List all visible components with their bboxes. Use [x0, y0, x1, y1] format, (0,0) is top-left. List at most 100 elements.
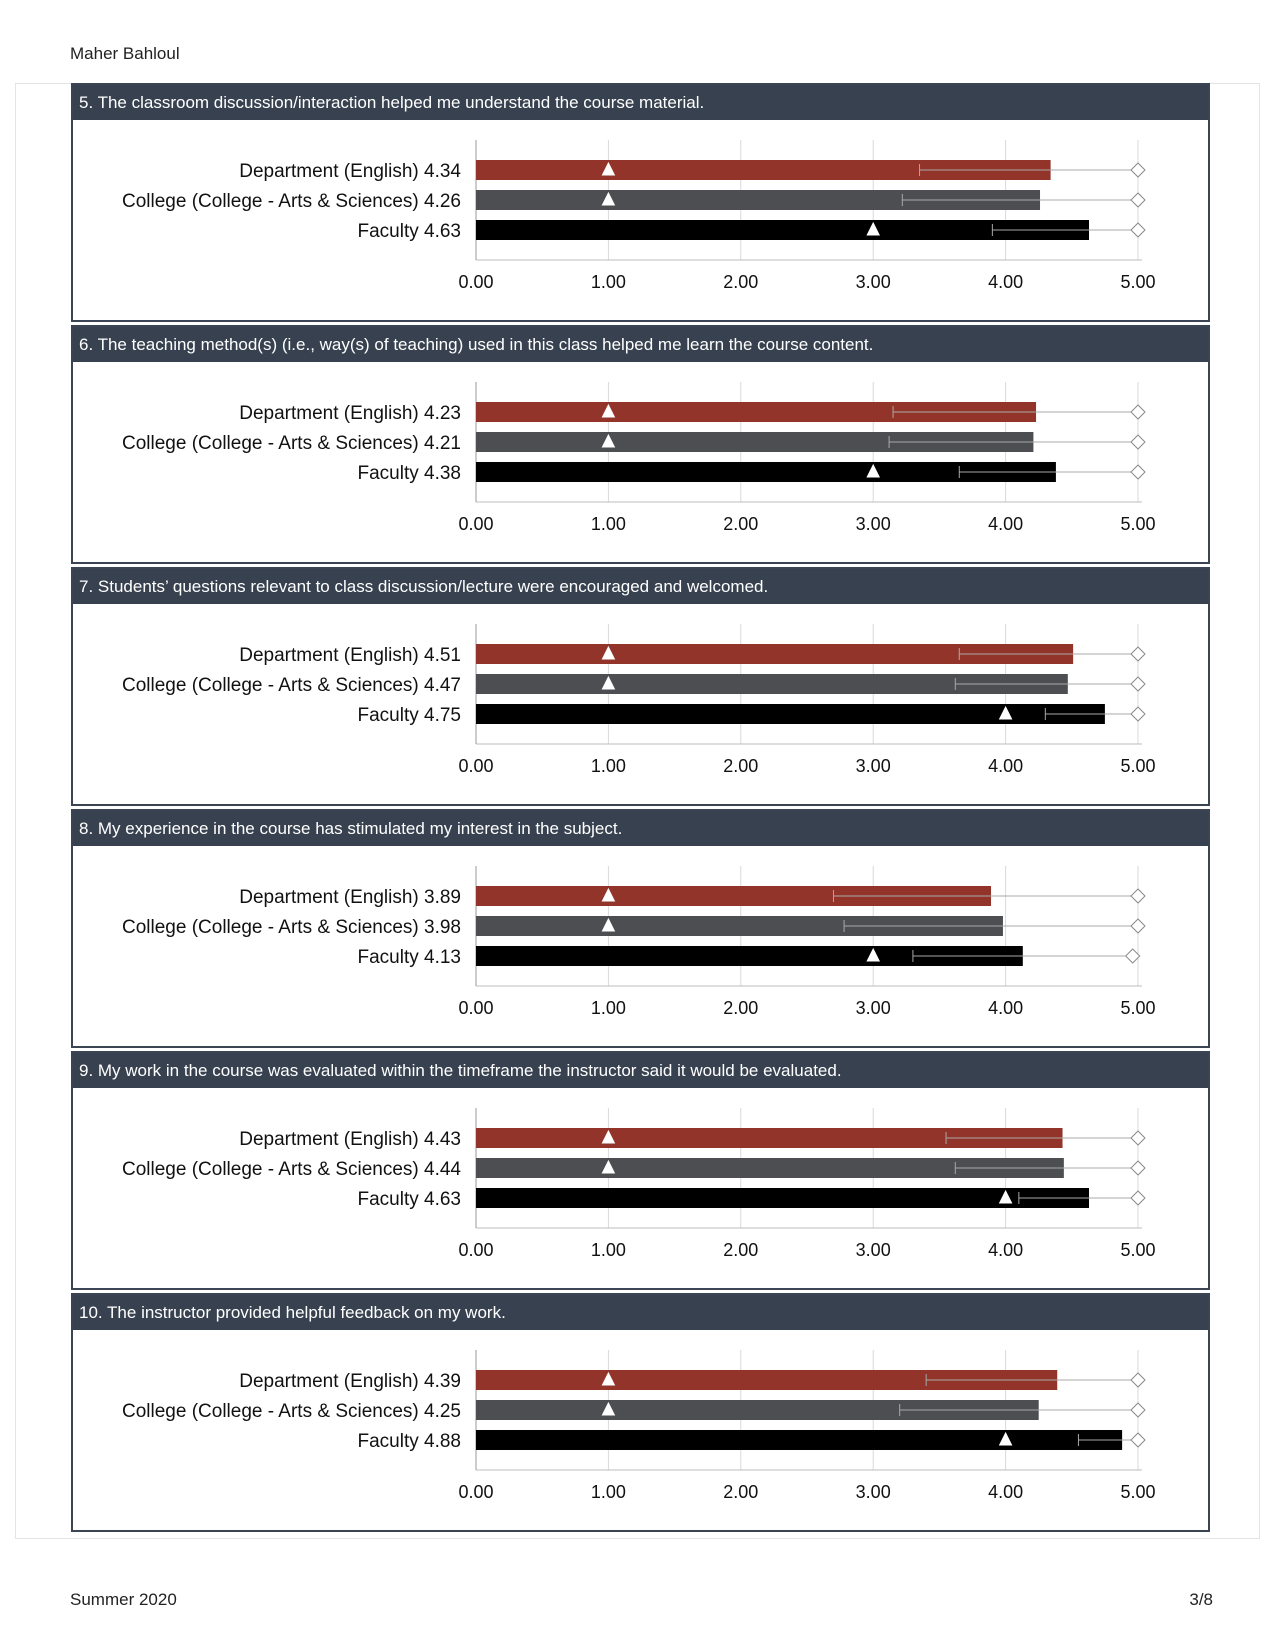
category-label: College (College - Arts & Sciences) 3.98 — [122, 917, 461, 938]
category-label: Faculty 4.88 — [358, 1431, 462, 1452]
bar-faculty — [476, 1430, 1123, 1450]
bar-faculty — [476, 1188, 1090, 1208]
x-tick-label: 1.00 — [591, 272, 626, 292]
x-tick-label: 0.00 — [458, 998, 493, 1018]
diamond-marker — [1124, 948, 1141, 964]
bar-department — [476, 644, 1074, 664]
x-tick-label: 2.00 — [723, 756, 758, 776]
triangle-marker — [601, 1401, 616, 1416]
page-number: 3/8 — [1189, 1590, 1213, 1609]
x-tick-label: 0.00 — [458, 514, 493, 534]
category-label: Faculty 4.63 — [358, 221, 462, 242]
x-tick-label: 5.00 — [1120, 1482, 1155, 1502]
bar-college — [476, 674, 1068, 694]
x-tick-label: 1.00 — [591, 1482, 626, 1502]
x-tick-label: 3.00 — [856, 514, 891, 534]
category-label: College (College - Arts & Sciences) 4.25 — [122, 1401, 461, 1422]
triangle-marker — [601, 917, 616, 932]
x-tick-label: 5.00 — [1120, 272, 1155, 292]
triangle-marker — [998, 1189, 1013, 1204]
x-tick-label: 3.00 — [856, 998, 891, 1018]
bar-chart: 0.00 1.00 2.00 3.00 4.00 5.00 Department (Engl… — [122, 1108, 1156, 1260]
bar-college — [476, 432, 1034, 452]
x-tick-label: 4.00 — [988, 756, 1023, 776]
diamond-marker — [1130, 1190, 1146, 1206]
category-label: College (College - Arts & Sciences) 4.44 — [122, 1159, 461, 1180]
question-panel-6: 6. The teaching method(s) (i.e., way(s) … — [71, 325, 1210, 564]
diamond-marker — [1130, 918, 1146, 934]
diamond-marker — [1130, 1432, 1146, 1448]
bar-faculty — [476, 220, 1090, 240]
bar-chart: 0.00 1.00 2.00 3.00 4.00 5.00 Department (Engl… — [122, 624, 1156, 776]
diamond-marker — [1130, 222, 1146, 238]
diamond-marker — [1130, 1402, 1146, 1418]
x-tick-label: 1.00 — [591, 514, 626, 534]
question-title: 6. The teaching method(s) (i.e., way(s) … — [73, 327, 1208, 362]
x-tick-label: 1.00 — [591, 998, 626, 1018]
question-title: 9. My work in the course was evaluated w… — [73, 1053, 1208, 1088]
diamond-marker — [1130, 888, 1146, 904]
question-title: 10. The instructor provided helpful feed… — [73, 1295, 1208, 1330]
diamond-marker — [1130, 404, 1146, 420]
category-label: Department (English) 3.89 — [239, 887, 461, 908]
diamond-marker — [1130, 192, 1146, 208]
x-tick-label: 2.00 — [723, 998, 758, 1018]
triangle-marker — [601, 433, 616, 448]
x-tick-label: 2.00 — [723, 514, 758, 534]
x-tick-label: 5.00 — [1120, 756, 1155, 776]
diamond-marker — [1130, 706, 1146, 722]
triangle-marker — [601, 191, 616, 206]
triangle-marker — [998, 1431, 1013, 1446]
triangle-marker — [601, 675, 616, 690]
bar-department — [476, 1370, 1058, 1390]
x-tick-label: 2.00 — [723, 272, 758, 292]
diamond-marker — [1130, 1160, 1146, 1176]
diamond-marker — [1130, 1130, 1146, 1146]
x-tick-label: 0.00 — [458, 756, 493, 776]
diamond-marker — [1130, 646, 1146, 662]
bar-faculty — [476, 704, 1105, 724]
triangle-marker — [601, 645, 616, 660]
triangle-marker — [866, 463, 881, 478]
diamond-marker — [1130, 1372, 1146, 1388]
x-tick-label: 2.00 — [723, 1482, 758, 1502]
x-tick-label: 4.00 — [988, 514, 1023, 534]
x-tick-label: 4.00 — [988, 1482, 1023, 1502]
x-tick-label: 1.00 — [591, 1240, 626, 1260]
bar-chart: 0.00 1.00 2.00 3.00 4.00 5.00 Department (Engl… — [122, 1350, 1156, 1502]
category-label: Department (English) 4.39 — [239, 1371, 461, 1392]
category-label: Department (English) 4.51 — [239, 645, 461, 666]
bar-department — [476, 160, 1051, 180]
question-panel-9: 9. My work in the course was evaluated w… — [71, 1051, 1210, 1290]
x-tick-label: 5.00 — [1120, 998, 1155, 1018]
x-tick-label: 2.00 — [723, 1240, 758, 1260]
question-panel-8: 8. My experience in the course has stimu… — [71, 809, 1210, 1048]
x-tick-label: 5.00 — [1120, 1240, 1155, 1260]
question-panel-10: 10. The instructor provided helpful feed… — [71, 1293, 1210, 1532]
question-title: 5. The classroom discussion/interaction … — [73, 85, 1208, 120]
report-author: Maher Bahloul — [70, 44, 180, 63]
x-tick-label: 0.00 — [458, 1240, 493, 1260]
x-tick-label: 0.00 — [458, 272, 493, 292]
category-label: College (College - Arts & Sciences) 4.47 — [122, 675, 461, 696]
x-tick-label: 1.00 — [591, 756, 626, 776]
bar-department — [476, 402, 1037, 422]
bar-chart: 0.00 1.00 2.00 3.00 4.00 5.00 Department (Engl… — [122, 866, 1156, 1018]
triangle-marker — [601, 887, 616, 902]
triangle-marker — [601, 1371, 616, 1386]
question-title: 8. My experience in the course has stimu… — [73, 811, 1208, 846]
bar-chart: 0.00 1.00 2.00 3.00 4.00 5.00 Department (Engl… — [122, 140, 1156, 292]
footer-term: Summer 2020 — [70, 1590, 177, 1609]
diamond-marker — [1130, 676, 1146, 692]
triangle-marker — [601, 1129, 616, 1144]
bar-department — [476, 1128, 1063, 1148]
diamond-marker — [1130, 162, 1146, 178]
x-tick-label: 4.00 — [988, 1240, 1023, 1260]
category-label: Faculty 4.75 — [358, 705, 462, 726]
x-tick-label: 3.00 — [856, 756, 891, 776]
bar-college — [476, 190, 1041, 210]
category-label: Department (English) 4.34 — [239, 161, 461, 182]
category-label: Department (English) 4.23 — [239, 403, 461, 424]
category-label: Faculty 4.38 — [358, 463, 462, 484]
question-panel-7: 7. Students’ questions relevant to class… — [71, 567, 1210, 806]
